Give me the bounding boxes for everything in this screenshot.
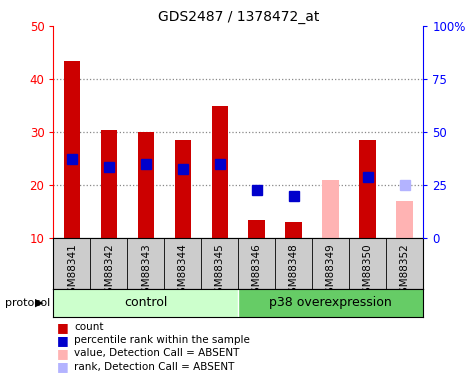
Bar bbox=[212, 106, 228, 238]
Bar bbox=[286, 222, 302, 238]
Text: control: control bbox=[124, 296, 167, 309]
Text: GSM88349: GSM88349 bbox=[326, 243, 336, 300]
Bar bbox=[396, 201, 413, 238]
Bar bbox=[100, 129, 117, 238]
Text: GSM88343: GSM88343 bbox=[141, 243, 151, 300]
Bar bbox=[174, 140, 191, 238]
Text: ■: ■ bbox=[57, 347, 69, 360]
Text: rank, Detection Call = ABSENT: rank, Detection Call = ABSENT bbox=[74, 362, 235, 372]
Text: ■: ■ bbox=[57, 321, 69, 334]
Text: ■: ■ bbox=[57, 334, 69, 347]
Bar bbox=[248, 220, 265, 238]
Text: GSM88346: GSM88346 bbox=[252, 243, 262, 300]
Text: ▶: ▶ bbox=[35, 298, 44, 308]
Text: GSM88342: GSM88342 bbox=[104, 243, 114, 300]
Bar bbox=[239, 289, 423, 317]
Text: GSM88348: GSM88348 bbox=[289, 243, 299, 300]
Text: GSM88350: GSM88350 bbox=[363, 243, 373, 300]
Text: value, Detection Call = ABSENT: value, Detection Call = ABSENT bbox=[74, 348, 240, 358]
Bar bbox=[138, 132, 154, 238]
Text: protocol: protocol bbox=[5, 298, 50, 308]
Title: GDS2487 / 1378472_at: GDS2487 / 1378472_at bbox=[158, 10, 319, 24]
Text: GSM88352: GSM88352 bbox=[399, 243, 410, 300]
Text: GSM88345: GSM88345 bbox=[215, 243, 225, 300]
Bar bbox=[359, 140, 376, 238]
Text: GSM88344: GSM88344 bbox=[178, 243, 188, 300]
Text: GSM88341: GSM88341 bbox=[67, 243, 77, 300]
Bar bbox=[53, 289, 239, 317]
Text: percentile rank within the sample: percentile rank within the sample bbox=[74, 335, 250, 345]
Text: p38 overexpression: p38 overexpression bbox=[269, 296, 392, 309]
Bar bbox=[322, 180, 339, 238]
Bar bbox=[64, 61, 80, 238]
Text: ■: ■ bbox=[57, 360, 69, 373]
Text: count: count bbox=[74, 322, 104, 332]
